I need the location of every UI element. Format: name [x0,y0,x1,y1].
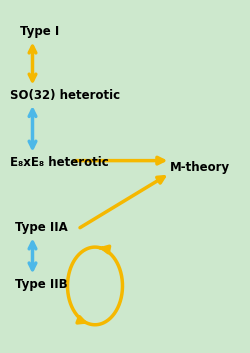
Text: M-theory: M-theory [170,161,230,174]
Text: Type IIA: Type IIA [15,221,68,234]
Text: E₈xE₈ heterotic: E₈xE₈ heterotic [10,156,109,169]
Text: Type I: Type I [20,25,59,38]
Text: Type IIB: Type IIB [15,278,68,291]
Text: SO(32) heterotic: SO(32) heterotic [10,89,120,102]
